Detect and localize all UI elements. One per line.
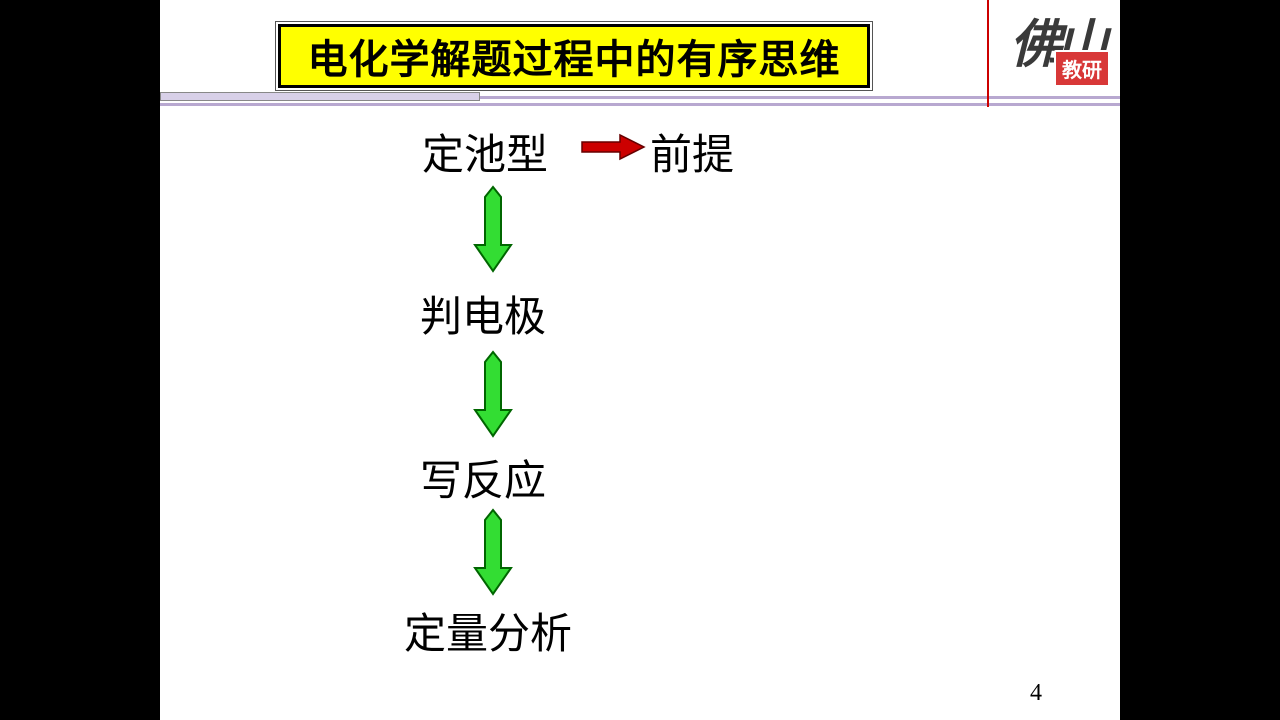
flow-node-4: 定量分析: [404, 600, 572, 661]
arrow-down-icon: [471, 508, 515, 603]
flow-node-aside: 前提: [650, 121, 734, 182]
page-number: 4: [1030, 680, 1042, 707]
flow-node-2: 判电极: [420, 283, 546, 344]
arrow-down-icon: [471, 185, 515, 280]
logo: 佛山 教研: [1004, 8, 1112, 88]
arrow-down-icon: [471, 350, 515, 445]
slide: 电化学解题过程中的有序思维 佛山 教研 定池型 前提 判电极 写反应 定量分析 …: [160, 0, 1120, 720]
header-divider-inner: [160, 92, 480, 101]
arrow-right-icon: [580, 132, 648, 167]
slide-title-box: 电化学解题过程中的有序思维: [278, 24, 870, 88]
flow-node-3: 写反应: [420, 447, 546, 508]
flow-node-1: 定池型: [422, 121, 548, 182]
header-red-accent: [987, 0, 989, 107]
slide-title: 电化学解题过程中的有序思维: [308, 27, 841, 85]
logo-badge: 教研: [1054, 50, 1110, 87]
